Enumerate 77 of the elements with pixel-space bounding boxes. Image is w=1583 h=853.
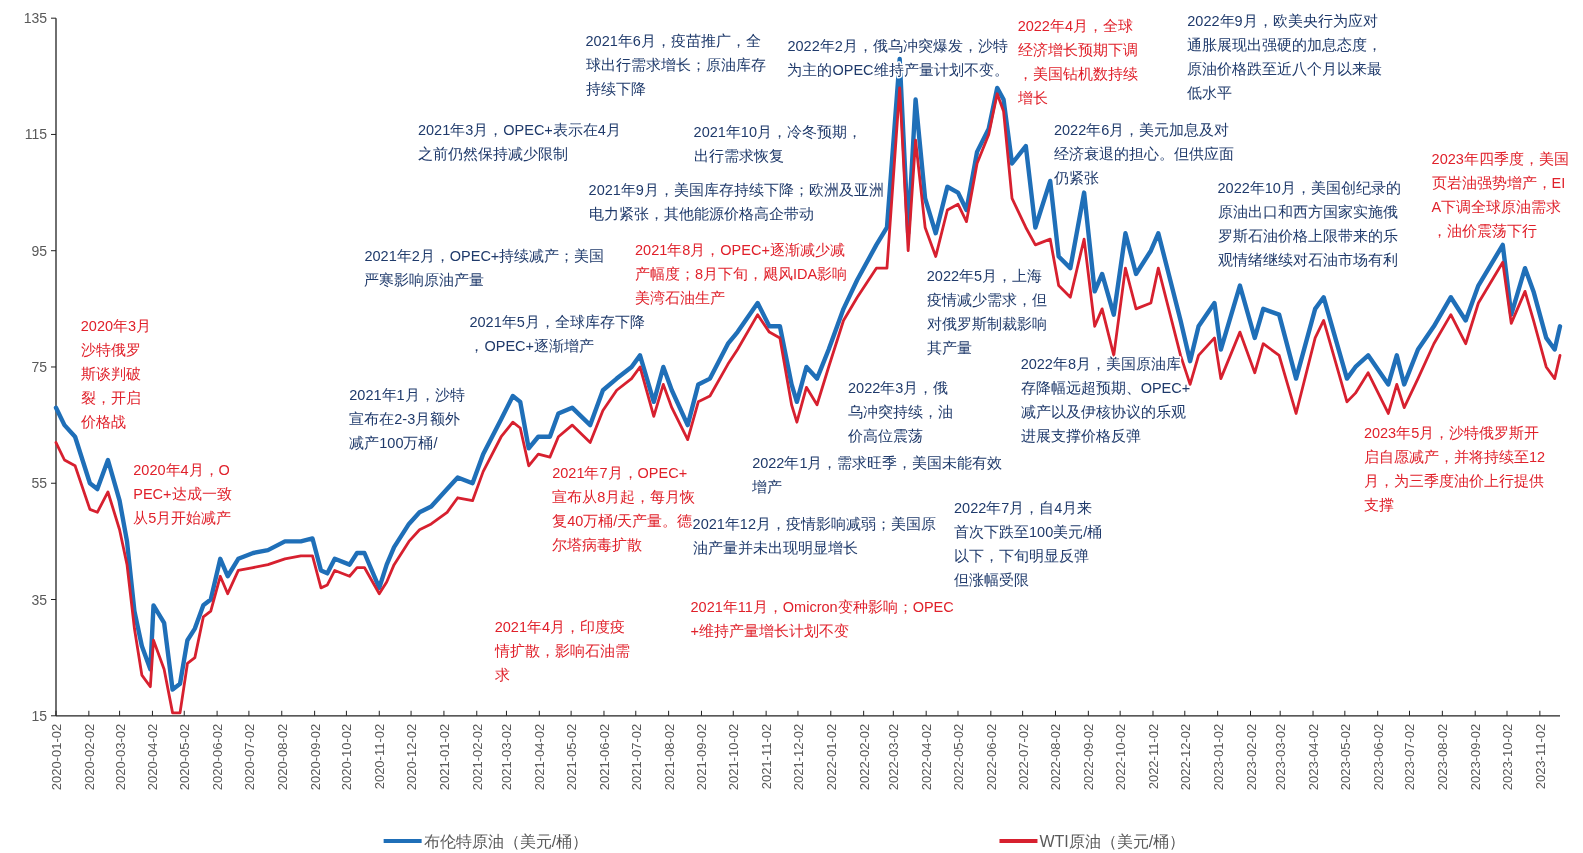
x-tick-label: 2021-02-02 (469, 723, 485, 791)
annotation: 2021年1月，沙特宣布在2-3月额外减产100万桶/ (349, 386, 465, 451)
x-tick-label: 2020-08-02 (274, 723, 290, 791)
annotation: 2021年11月，Omicron变种影响；OPEC+维持产量增长计划不变 (690, 598, 954, 639)
annotation: 2023年四季度，美国页岩油强势增产，EIA下调全球原油需求，油价震荡下行 (1431, 151, 1569, 240)
x-tick-label: 2023-08-02 (1435, 723, 1451, 791)
x-tick-label: 2022-08-02 (1048, 723, 1064, 791)
x-tick-label: 2022-03-02 (886, 723, 902, 791)
annotation: 2021年6月，疫苗推广，全球出行需求增长；原油库存持续下降 (585, 33, 766, 98)
annotation: 2021年8月，OPEC+逐渐减少减产幅度；8月下旬，飓风IDA影响美湾石油生产 (635, 242, 848, 307)
x-tick-label: 2022-07-02 (1015, 723, 1031, 791)
x-tick-label: 2020-07-02 (241, 723, 257, 791)
annotation: 2021年3月，OPEC+表示在4月之前仍然保持减少限制 (417, 122, 621, 163)
x-tick-label: 2021-03-02 (499, 723, 515, 791)
x-tick-label: 2022-06-02 (983, 723, 999, 791)
x-tick-label: 2023-03-02 (1273, 723, 1289, 791)
y-tick-label: 55 (31, 475, 48, 492)
x-tick-label: 2021-06-02 (596, 723, 612, 791)
legend-label: WTI原油（美元/桶） (1039, 832, 1186, 850)
annotation: 2021年4月，印度疫情扩散，影响石油需求 (493, 618, 630, 683)
annotation: 2020年4月，OPEC+达成一致从5月开始减产 (133, 462, 232, 527)
x-tick-label: 2023-04-02 (1306, 723, 1322, 791)
y-tick-label: 75 (31, 358, 48, 375)
x-tick-label: 2021-10-02 (726, 723, 742, 791)
x-tick-label: 2021-04-02 (532, 723, 548, 791)
y-tick-label: 135 (23, 10, 48, 27)
y-tick-label: 35 (31, 591, 48, 608)
x-tick-label: 2020-12-02 (404, 723, 420, 791)
annotation: 2022年1月，需求旺季，美国未能有效增产 (751, 455, 1003, 496)
x-tick-label: 2022-10-02 (1113, 723, 1129, 791)
x-tick-label: 2023-01-02 (1210, 723, 1226, 791)
x-tick-label: 2023-02-02 (1243, 723, 1259, 791)
x-tick-label: 2020-06-02 (210, 723, 226, 791)
y-tick-label: 95 (31, 242, 48, 259)
x-tick-label: 2020-11-02 (372, 723, 388, 790)
x-tick-label: 2022-02-02 (856, 723, 872, 791)
x-tick-label: 2022-11-02 (1146, 723, 1161, 790)
x-tick-label: 2021-08-02 (661, 723, 677, 791)
x-tick-label: 2023-11-02 (1532, 723, 1548, 790)
x-tick-label: 2020-04-02 (145, 723, 161, 791)
x-tick-label: 2021-07-02 (628, 723, 644, 791)
x-tick-label: 2020-09-02 (307, 723, 323, 791)
annotation: 2022年5月，上海疫情减少需求，但对俄罗斯制裁影响其产量 (926, 267, 1047, 356)
y-tick-label: 15 (31, 707, 48, 724)
x-tick-label: 2022-01-02 (823, 723, 839, 791)
annotation: 2023年5月，沙特俄罗斯开启自愿减产，并将持续至12月，为三季度油价上行提供支撑 (1363, 425, 1546, 513)
x-tick-label: 2022-05-02 (950, 723, 966, 791)
annotation: 2021年2月，OPEC+持续减产；美国严寒影响原油产量 (364, 248, 605, 289)
annotation: 2022年4月，全球经济增长预期下调，美国钻机数持续增长 (1016, 18, 1138, 107)
x-tick-label: 2023-09-02 (1468, 723, 1484, 791)
annotation: 2021年10月，冷冬预期，出行需求恢复 (693, 124, 862, 165)
x-tick-label: 2022-09-02 (1081, 723, 1097, 791)
annotation: 2022年8月，美国原油库存降幅远超预期、OPEC+减产以及伊核协议的乐观进展支撑价格反弹 (1020, 356, 1191, 445)
x-tick-label: 2023-07-02 (1402, 723, 1418, 791)
annotation: 2021年9月，美国库存持续下降；欧洲及亚洲电力紧张，其他能源价格高企带动 (588, 181, 884, 222)
annotation: 2020年3月沙特俄罗斯谈判破裂，开启价格战 (79, 317, 152, 430)
x-tick-label: 2020-05-02 (177, 723, 193, 791)
x-tick-label: 2020-02-02 (81, 723, 97, 791)
legend-label: 布伦特原油（美元/桶） (423, 832, 589, 850)
annotation: 2022年7月，自4月来首次下跌至100美元/桶以下，下旬明显反弹但涨幅受限 (954, 499, 1103, 588)
x-tick-label: 2021-05-02 (564, 723, 580, 791)
x-tick-label: 2023-06-02 (1370, 723, 1386, 791)
x-tick-label: 2021-11-02 (759, 723, 775, 790)
x-tick-label: 2022-12-02 (1177, 723, 1193, 791)
x-tick-label: 2023-05-02 (1337, 723, 1353, 791)
x-tick-label: 2020-03-02 (112, 723, 128, 791)
x-tick-label: 2022-04-02 (919, 723, 935, 791)
x-tick-label: 2020-10-02 (339, 723, 355, 791)
x-tick-label: 2023-10-02 (1500, 723, 1515, 791)
x-tick-label: 2021-01-02 (436, 723, 452, 791)
annotation: 2021年5月，全球库存下降，OPEC+逐渐增产 (469, 313, 645, 354)
x-tick-label: 2021-09-02 (694, 723, 710, 791)
annotation: 2022年9月，欧美央行为应对通胀展现出强硬的加息态度，原油价格跌至近八个月以来最低水平 (1187, 13, 1383, 102)
annotation: 2022年3月，俄乌冲突持续，油价高位震荡 (847, 379, 954, 444)
x-tick-label: 2020-01-02 (49, 723, 64, 791)
x-tick-label: 2021-12-02 (790, 723, 806, 791)
y-tick-label: 115 (24, 126, 48, 143)
